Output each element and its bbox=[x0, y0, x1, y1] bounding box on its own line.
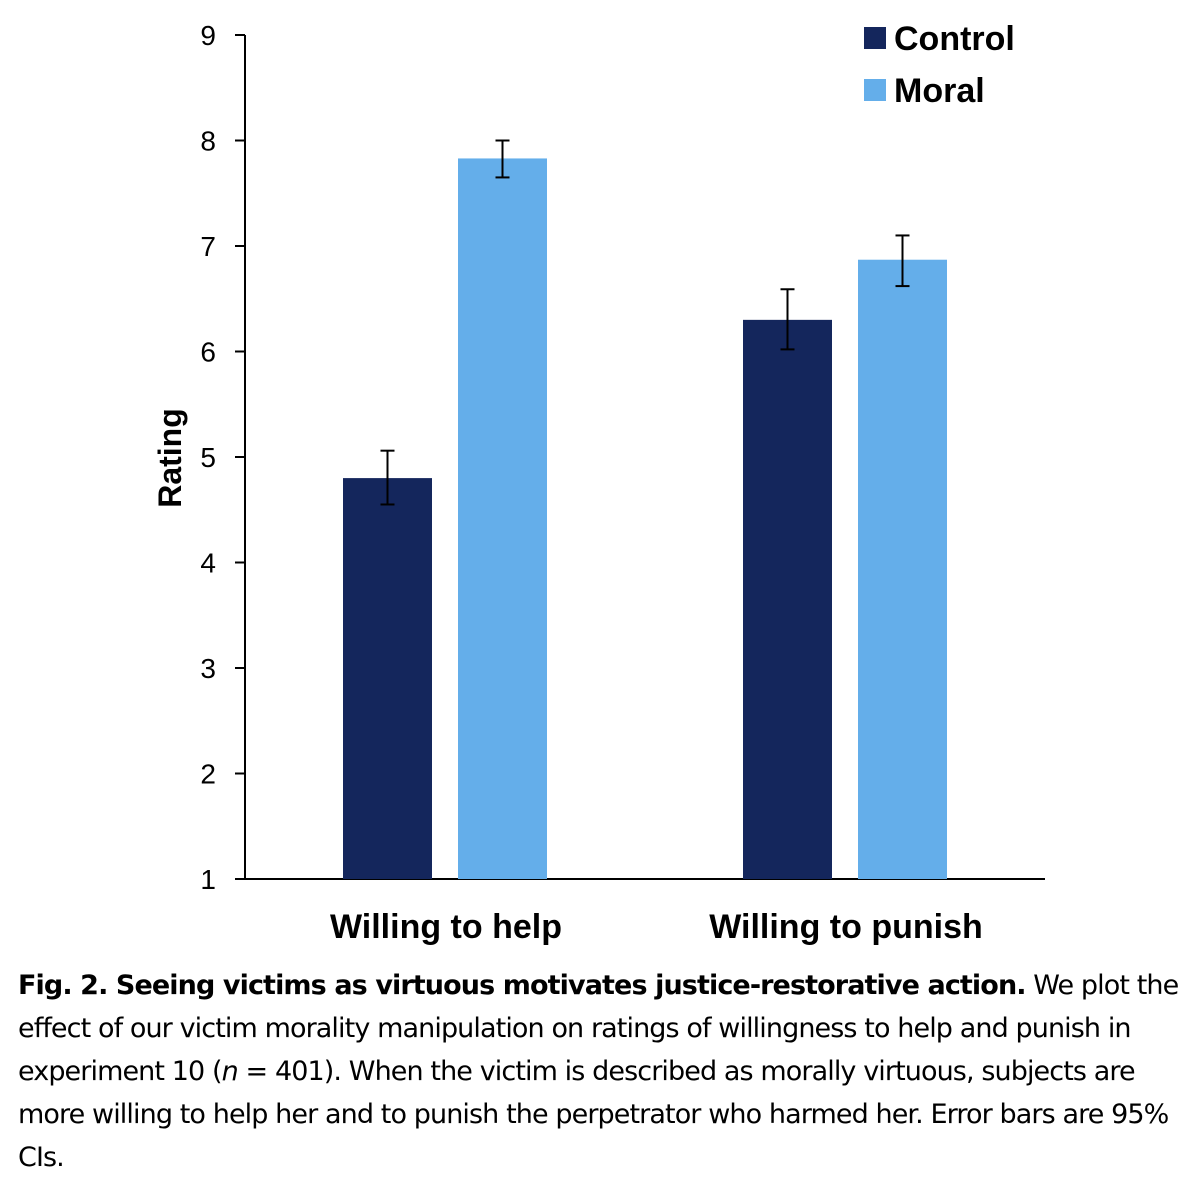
error-bars bbox=[380, 139, 910, 506]
y-axis: 1 2 3 4 5 6 7 8 9 bbox=[200, 20, 246, 895]
legend: Control Moral bbox=[864, 20, 1015, 110]
legend-swatch-control bbox=[864, 27, 886, 49]
x-axis: Willing to help Willing to punish bbox=[245, 878, 1045, 946]
bar-control bbox=[343, 478, 432, 879]
y-tick-label: 7 bbox=[200, 231, 216, 262]
bar-moral bbox=[458, 158, 547, 879]
y-tick-label: 4 bbox=[200, 548, 216, 579]
caption-label: Fig. 2. Seeing victims as virtuous motiv… bbox=[18, 970, 1027, 1001]
bar-control bbox=[743, 319, 832, 880]
y-tick-label: 6 bbox=[200, 337, 216, 368]
error-bar bbox=[380, 449, 395, 506]
error-bar bbox=[895, 234, 910, 288]
legend-swatch-moral bbox=[864, 79, 886, 101]
y-axis-label: Rating bbox=[152, 408, 188, 508]
caption-n-symbol: n bbox=[221, 1056, 239, 1087]
y-tick-label: 5 bbox=[200, 442, 216, 473]
y-tick-label: 9 bbox=[200, 20, 216, 51]
caption-text-1: We plot the effect of our victim moralit… bbox=[18, 970, 1179, 1087]
legend-label-moral: Moral bbox=[894, 72, 985, 110]
bar-chart: 1 2 3 4 5 6 7 8 9 Willing to help Willing to puni… bbox=[152, 20, 1045, 946]
x-category-label: Willing to help bbox=[330, 908, 562, 946]
y-tick-label: 3 bbox=[200, 653, 216, 684]
y-tick-label: 2 bbox=[200, 759, 216, 790]
x-category-label: Willing to punish bbox=[709, 908, 983, 946]
caption-text-2: = 401). When the victim is described as … bbox=[18, 1056, 1169, 1173]
y-tick-label: 1 bbox=[200, 864, 216, 895]
error-bar bbox=[495, 139, 510, 179]
y-tick-label: 8 bbox=[200, 126, 216, 157]
figure-caption: Fig. 2. Seeing victims as virtuous motiv… bbox=[18, 964, 1186, 1179]
bars bbox=[343, 158, 947, 880]
error-bar bbox=[780, 288, 795, 351]
bar-moral bbox=[858, 259, 947, 880]
legend-label-control: Control bbox=[894, 20, 1015, 58]
